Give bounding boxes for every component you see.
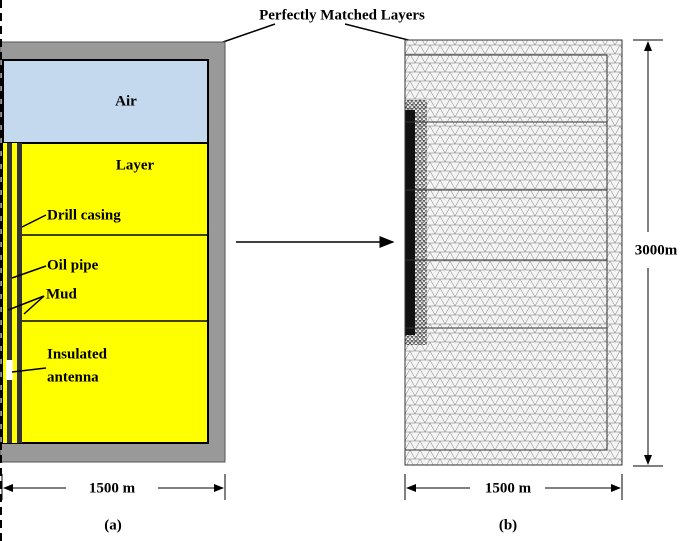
pointer <box>11 367 47 373</box>
panel-b: 3000m 1500 m (b) <box>404 39 678 533</box>
antenna-label: antenna <box>47 369 99 385</box>
mud <box>3 143 7 443</box>
antenna <box>6 360 13 380</box>
layer-region <box>2 142 209 444</box>
mesh <box>404 39 623 466</box>
mud <box>12 143 17 443</box>
refined-mesh <box>405 110 415 335</box>
height-label: 3000m <box>635 242 678 258</box>
caption: (a) <box>104 517 122 533</box>
pointer <box>11 265 47 279</box>
drill-casing <box>17 143 22 443</box>
width-label: 1500 m <box>485 480 532 496</box>
casing-label: Drill casing <box>47 207 121 223</box>
mud-label: Mud <box>46 286 78 302</box>
air-region <box>2 59 209 144</box>
pointer <box>7 295 45 311</box>
width-label: 1500 m <box>89 480 136 496</box>
layer-label: Layer <box>116 157 155 173</box>
caption: (b) <box>499 517 517 533</box>
pml-label: Perfectly Matched Layers <box>259 7 425 23</box>
pml-boundary <box>404 54 608 451</box>
antenna-label: Insulated <box>47 346 108 362</box>
panel-a: Air Layer Drill casing Oil pipe Mud Insu… <box>0 0 226 541</box>
oil-pipe <box>7 143 12 443</box>
pointer <box>23 295 45 315</box>
air-label: Air <box>115 93 137 109</box>
pointer <box>21 214 47 228</box>
oil-pipe-label: Oil pipe <box>47 257 99 273</box>
